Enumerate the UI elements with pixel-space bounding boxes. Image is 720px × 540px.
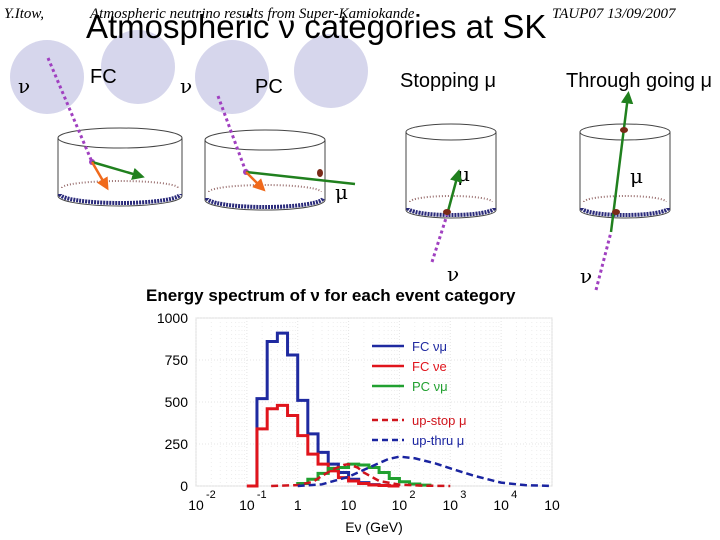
tank-through <box>579 123 671 219</box>
mu-label-through: μ <box>630 164 643 188</box>
y-tick-label: 250 <box>165 436 189 452</box>
mu-track-pc <box>245 170 356 186</box>
pc-label: PC <box>255 76 283 98</box>
e-track-pc <box>245 171 266 192</box>
x-tick-label: 10 <box>341 497 357 513</box>
x-tick-exponent: 4 <box>511 489 517 501</box>
series-line <box>271 462 451 488</box>
spectrum-title: Energy spectrum of ν for each event cate… <box>146 286 516 305</box>
x-tick-label: 10 <box>544 497 560 513</box>
x-tick-label: 10 <box>442 497 458 513</box>
through-going-mu-label: Through going μ <box>566 70 713 92</box>
x-axis-label: Eν (GeV) <box>345 519 403 535</box>
conference-label: TAUP07 13/09/2007 <box>552 6 676 22</box>
nu-track-fc <box>46 57 94 163</box>
nu-label-pc: ν <box>180 74 193 98</box>
x-tick-exponent: 3 <box>460 489 466 501</box>
stopping-mu-label: Stopping μ <box>400 70 497 92</box>
x-tick-exponent: 2 <box>409 489 415 501</box>
e-track-fc <box>90 161 109 191</box>
legend-label: FC νμ <box>412 339 447 354</box>
fc-label: FC <box>90 66 117 88</box>
exit-point-pc <box>317 169 323 177</box>
x-tick-label: 10 <box>239 497 255 513</box>
detector-diagrams <box>46 57 671 291</box>
x-tick-exponent: -1 <box>257 489 267 501</box>
x-tick-label: 10 <box>493 497 509 513</box>
legend-label: up-thru μ <box>412 433 464 448</box>
mu-track-through <box>609 91 634 233</box>
talk-subtitle: Atmospheric neutrino results from Super-… <box>90 6 415 22</box>
legend-label: PC νμ <box>412 379 448 394</box>
tank-pc <box>204 129 326 211</box>
nu-track-pc <box>216 95 248 173</box>
y-tick-label: 500 <box>165 394 189 410</box>
series-line <box>246 403 400 488</box>
legend-label: FC νe <box>412 359 447 374</box>
x-tick-exponent: -2 <box>206 489 216 501</box>
nu-track-stopping <box>430 214 449 263</box>
x-tick-label: 10 <box>392 497 408 513</box>
y-tick-label: 1000 <box>157 310 188 326</box>
x-tick-label: 10 <box>188 497 204 513</box>
nu-label-through: ν <box>580 264 593 288</box>
mu-label-pc: μ <box>335 180 348 204</box>
series-line <box>296 462 432 487</box>
decor-circle <box>195 40 269 114</box>
y-tick-label: 750 <box>165 352 189 368</box>
nu-track-through <box>594 231 613 291</box>
x-tick-label: 1 <box>294 497 302 513</box>
mu-track-stopping <box>445 169 463 216</box>
entry-point-stopping <box>443 209 451 215</box>
legend-label: up-stop μ <box>412 413 466 428</box>
page-title: Atmospheric ν categories at SK <box>86 8 547 45</box>
nu-label-fc: ν <box>18 74 31 98</box>
author-label: Y.Itow, <box>4 6 45 22</box>
decor-circle <box>101 30 175 104</box>
y-tick-label: 0 <box>180 478 188 494</box>
energy-spectrum-chart: 0250500750100010-210-1110102103104105Eν … <box>157 310 560 535</box>
exit-point-through <box>620 127 628 133</box>
series-line <box>297 455 553 488</box>
decor-circle <box>294 34 368 108</box>
tank-fc <box>57 127 183 207</box>
nu-label-stopping: ν <box>447 262 460 286</box>
entry-point-through <box>612 209 620 215</box>
decor-circle <box>10 40 84 114</box>
mu-track-fc <box>91 160 145 180</box>
